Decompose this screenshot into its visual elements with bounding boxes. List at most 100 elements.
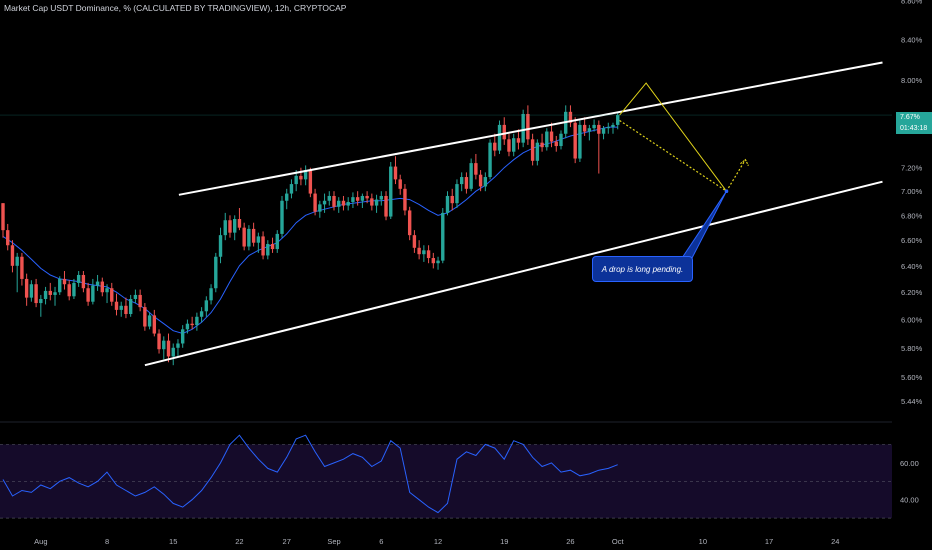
candle: [105, 288, 109, 293]
candle: [374, 199, 379, 206]
candle: [318, 204, 322, 212]
candle: [1, 203, 5, 231]
candle: [29, 284, 34, 298]
candle: [58, 278, 62, 293]
candle: [15, 256, 19, 266]
candle: [242, 227, 246, 247]
candle: [597, 124, 601, 134]
candle: [266, 243, 270, 256]
candle: [370, 198, 374, 206]
time-axis-tick: 12: [434, 537, 442, 546]
candle: [261, 236, 265, 256]
candle: [43, 290, 48, 299]
time-axis-tick: 24: [831, 537, 839, 546]
candle: [237, 219, 242, 228]
candle: [10, 245, 15, 266]
candle: [417, 247, 421, 255]
candlesticks: [1, 105, 620, 366]
candle: [20, 256, 24, 279]
candle: [308, 170, 313, 194]
candle: [285, 193, 289, 201]
candle: [223, 220, 227, 236]
projection-path-solid: [619, 82, 727, 192]
candle: [337, 200, 341, 207]
candle: [299, 175, 303, 180]
candle: [521, 113, 525, 143]
channel-upper-line: [178, 61, 883, 196]
candle: [110, 288, 114, 302]
candle: [412, 235, 417, 248]
candle: [403, 188, 407, 211]
candle: [455, 184, 459, 204]
candle: [601, 128, 606, 134]
price-axis-tick: 6.20%: [901, 288, 923, 297]
time-axis-tick: Sep: [327, 537, 340, 546]
candle: [512, 138, 516, 152]
time-axis-tick: Aug: [34, 537, 47, 546]
candle: [346, 201, 350, 206]
candle: [502, 124, 506, 140]
trend-lines: [144, 61, 883, 367]
candle: [587, 128, 592, 132]
price-axis-tick: 8.00%: [901, 76, 923, 85]
candle: [445, 195, 450, 213]
candle: [606, 127, 610, 129]
candle: [516, 138, 521, 143]
candle: [441, 212, 445, 261]
candle: [171, 347, 175, 357]
candle: [530, 139, 535, 161]
rsi-axis-tick: 40.00: [900, 496, 919, 505]
candle: [91, 285, 95, 302]
candle: [478, 174, 483, 187]
candle: [497, 124, 502, 151]
candle: [436, 260, 440, 264]
candle: [228, 220, 232, 233]
anchor-point: [724, 189, 729, 193]
candle: [493, 142, 497, 151]
price-axis-tick: 6.60%: [901, 236, 923, 245]
candle: [327, 195, 331, 201]
candle: [450, 195, 454, 204]
candle: [251, 228, 256, 243]
candle: [256, 236, 261, 243]
moving-average-line: [2, 126, 618, 335]
time-axis-tick: 27: [283, 537, 291, 546]
price-axis-tick: 5.60%: [901, 373, 923, 382]
price-axis-tick: 6.40%: [901, 262, 923, 271]
candle: [128, 298, 133, 315]
candle: [294, 175, 298, 185]
candle: [507, 139, 511, 152]
candle: [422, 250, 426, 255]
candle: [398, 179, 402, 189]
candle: [526, 113, 530, 140]
price-axis-tick: 6.80%: [901, 211, 923, 220]
last-price-label: 7.67%: [896, 112, 932, 123]
candle: [407, 210, 412, 236]
time-axis-tick: 10: [699, 537, 707, 546]
candle: [124, 305, 128, 315]
time-axis-tick: 15: [169, 537, 177, 546]
candle: [592, 124, 596, 129]
candle: [554, 141, 558, 147]
candle: [464, 177, 469, 189]
candle: [76, 274, 81, 283]
annotation-callout[interactable]: A drop is long pending.: [592, 256, 693, 282]
candle: [185, 323, 190, 330]
candle: [62, 278, 67, 285]
time-axis-tick: 17: [765, 537, 773, 546]
channel-lower-line: [144, 180, 883, 367]
candle: [48, 290, 52, 295]
candle: [545, 131, 549, 148]
candle: [119, 305, 123, 310]
candle: [157, 333, 161, 350]
candle: [341, 200, 346, 206]
annotation-text: A drop is long pending.: [601, 264, 684, 274]
candle: [535, 142, 540, 161]
time-axis-tick: 6: [379, 537, 383, 546]
candle: [86, 288, 90, 302]
candle: [360, 195, 365, 201]
price-axis-tick: 5.80%: [901, 344, 923, 353]
candle: [355, 197, 360, 201]
candle: [289, 184, 294, 194]
